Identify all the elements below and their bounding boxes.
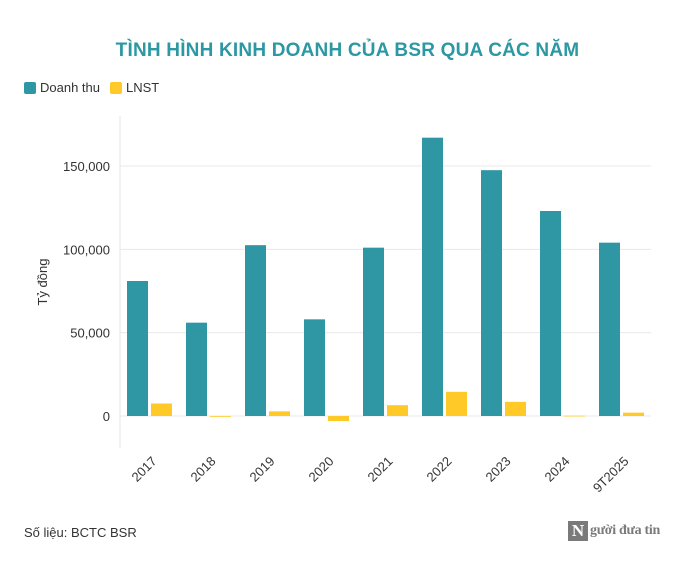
bar-revenue	[540, 211, 561, 416]
bar-revenue	[304, 319, 325, 416]
bar-revenue	[422, 137, 443, 416]
bar-revenue	[186, 322, 207, 416]
bar-revenue	[363, 247, 384, 416]
x-tick-label: 2017	[129, 454, 160, 485]
chart-legend: Doanh thu LNST	[24, 80, 169, 95]
legend-label-revenue: Doanh thu	[40, 80, 100, 95]
bar-revenue	[481, 170, 502, 416]
bar-profit	[269, 411, 290, 416]
x-tick-label: 2018	[188, 454, 219, 485]
y-tick-label: 50,000	[70, 326, 110, 341]
legend-label-profit: LNST	[126, 80, 160, 95]
source-note: Số liệu: BCTC BSR	[24, 525, 137, 540]
y-tick-label: 0	[103, 409, 110, 424]
bar-revenue	[127, 281, 148, 416]
publisher-logo: N gười đưa tin	[568, 521, 660, 541]
logo-mark: N	[568, 521, 588, 541]
bar-profit	[387, 405, 408, 416]
x-tick-label: 2022	[424, 454, 455, 485]
bar-revenue	[245, 245, 266, 416]
legend-item-revenue[interactable]: Doanh thu	[24, 80, 100, 95]
x-tick-label: 2019	[247, 454, 278, 485]
y-tick-label: 100,000	[63, 242, 110, 257]
x-tick-label: 2024	[542, 454, 573, 485]
bar-profit	[151, 403, 172, 416]
logo-text: gười đưa tin	[590, 523, 660, 538]
x-tick-label: 9T2025	[590, 454, 632, 496]
bar-profit	[328, 416, 349, 421]
bar-profit	[210, 416, 231, 417]
legend-item-profit[interactable]: LNST	[110, 80, 159, 95]
bar-profit	[446, 391, 467, 416]
x-tick-label: 2020	[306, 454, 337, 485]
y-tick-label: 150,000	[63, 159, 110, 174]
x-tick-label: 2023	[483, 454, 514, 485]
legend-swatch-profit	[110, 81, 122, 94]
y-axis-label: Tỷ đồng	[35, 259, 50, 306]
legend-swatch-revenue	[24, 81, 36, 94]
bar-profit	[623, 412, 644, 416]
bar-profit	[505, 401, 526, 416]
bar-revenue	[599, 242, 620, 416]
chart-title: TÌNH HÌNH KINH DOANH CỦA BSR QUA CÁC NĂM	[115, 40, 580, 61]
x-tick-label: 2021	[365, 454, 396, 485]
bar-profit	[564, 415, 585, 417]
